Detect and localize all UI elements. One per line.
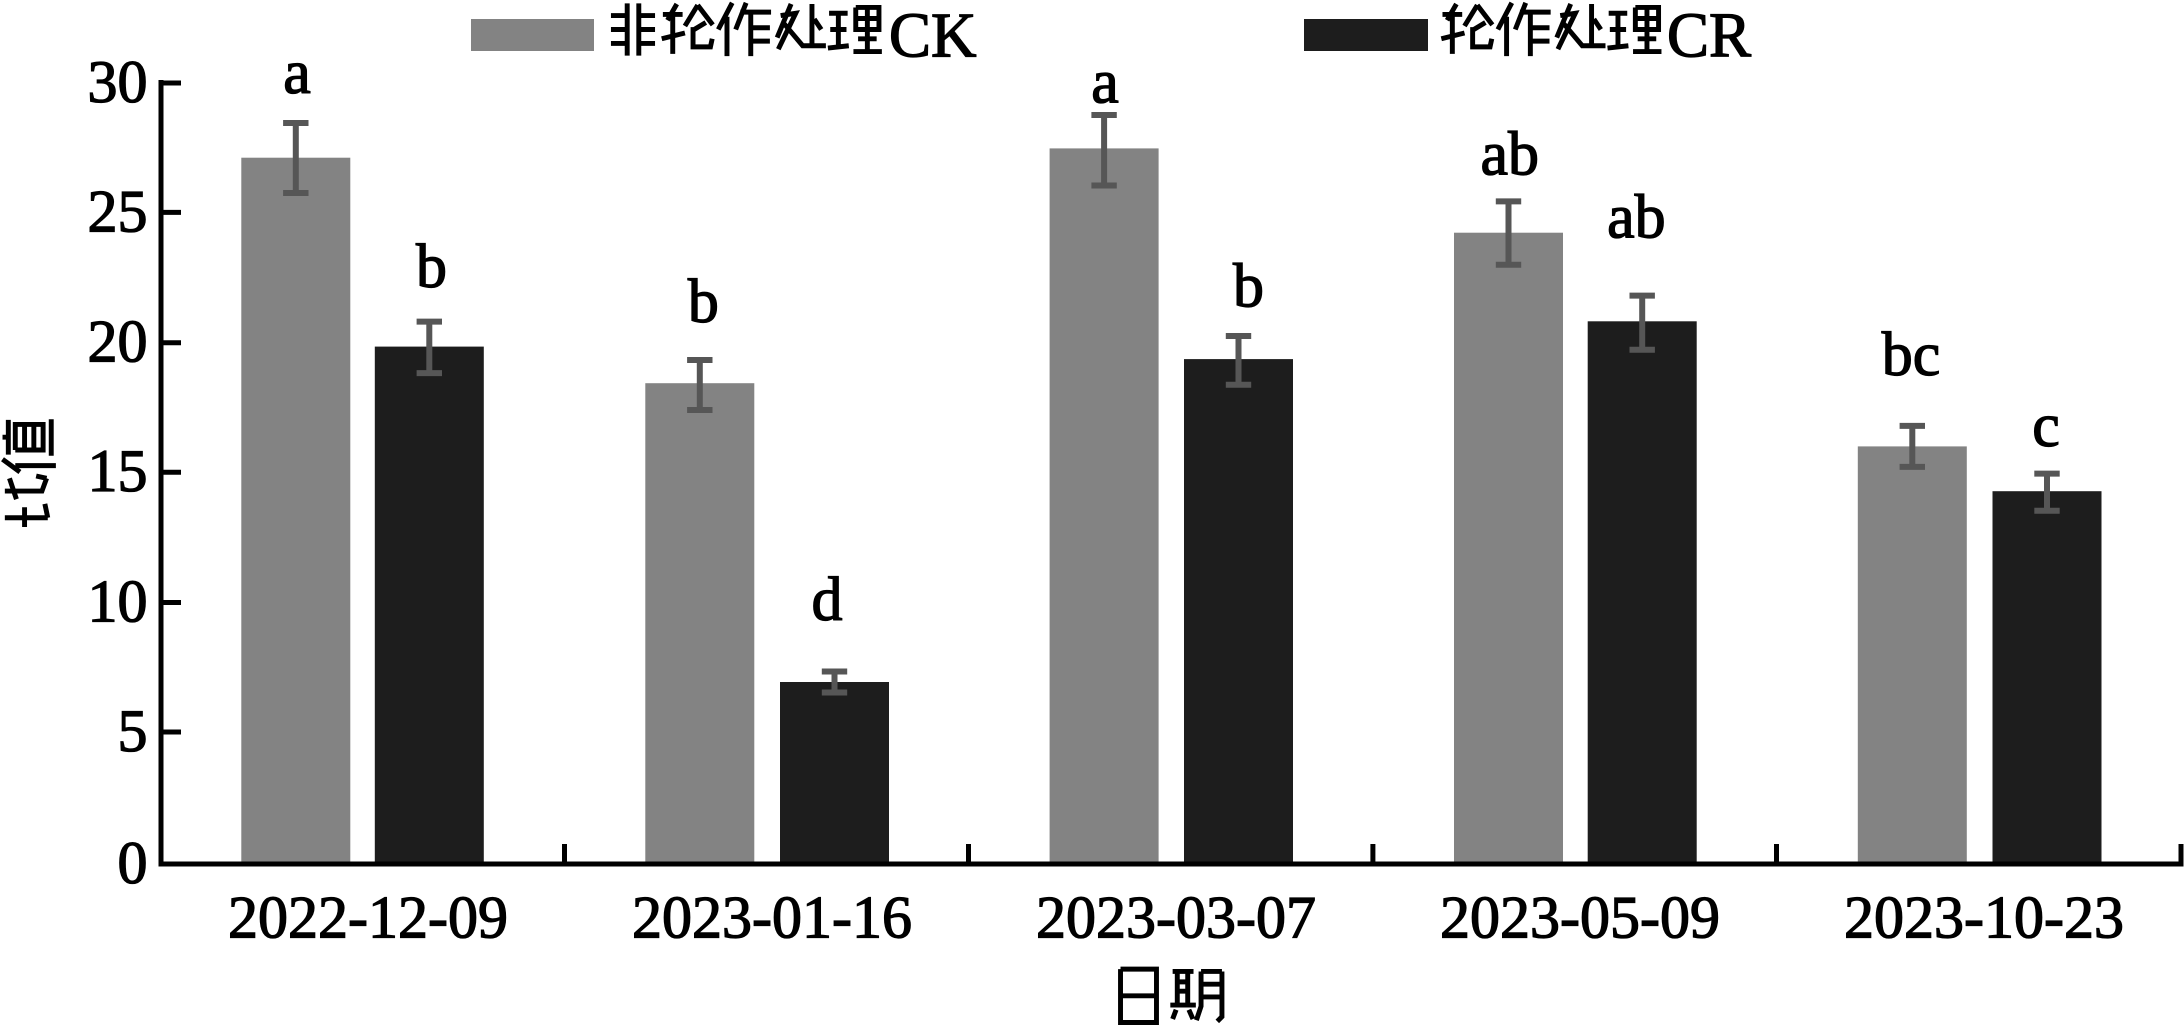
svg-text:20: 20 [88, 309, 148, 375]
svg-text:b: b [416, 233, 447, 301]
svg-text:30: 30 [88, 49, 148, 115]
svg-text:b: b [688, 268, 719, 336]
svg-text:25: 25 [88, 178, 148, 244]
svg-text:2022-12-09: 2022-12-09 [228, 885, 508, 951]
svg-text:b: b [1233, 252, 1264, 320]
svg-text:ab: ab [1607, 184, 1666, 252]
svg-text:2023-03-07: 2023-03-07 [1036, 885, 1316, 951]
svg-text:ab: ab [1481, 121, 1540, 189]
svg-text:15: 15 [88, 438, 148, 504]
svg-text:d: d [812, 566, 843, 634]
svg-text:c: c [2032, 392, 2060, 460]
svg-text:5: 5 [118, 698, 148, 764]
svg-text:2023-01-16: 2023-01-16 [632, 885, 912, 951]
svg-text:bc: bc [1882, 321, 1941, 389]
svg-text:10: 10 [88, 569, 148, 635]
svg-text:2023-05-09: 2023-05-09 [1440, 885, 1720, 951]
svg-text:a: a [283, 39, 311, 107]
svg-text:CR: CR [1667, 1, 1751, 71]
svg-text:a: a [1091, 49, 1119, 117]
svg-text:CK: CK [889, 1, 977, 71]
svg-text:0: 0 [118, 830, 148, 896]
svg-text:2023-10-23: 2023-10-23 [1844, 885, 2124, 951]
